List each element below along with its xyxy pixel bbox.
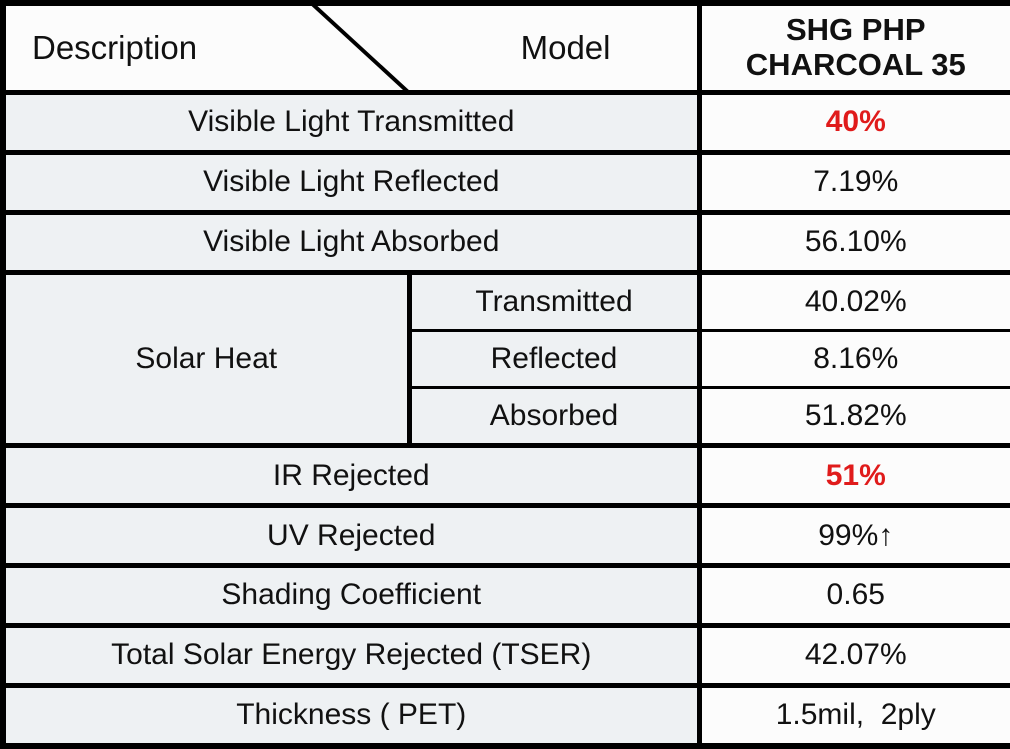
table-row: Thickness ( PET) 1.5mil, 2ply xyxy=(0,682,1010,749)
row-value-ir-rejected: 51% xyxy=(696,443,1010,509)
row-label-thickness: Thickness ( PET) xyxy=(0,682,702,749)
row-value-visible-light-reflected: 7.19% xyxy=(696,149,1010,215)
table-row-solar-heat-transmitted: Solar Heat Transmitted 40.02% xyxy=(0,269,1010,449)
row-value-tser: 42.07% xyxy=(696,622,1010,688)
diagonal-divider-line xyxy=(313,7,407,88)
row-label-visible-light-absorbed: Visible Light Absorbed xyxy=(0,209,702,275)
row-value-visible-light-transmitted: 40% xyxy=(696,90,1010,155)
table-row: Shading Coefficient 0.65 xyxy=(0,562,1010,628)
header-description-label: Description xyxy=(32,29,198,66)
row-value-shading-coefficient: 0.65 xyxy=(696,562,1010,628)
model-name: SHG PHP CHARCOAL 35 xyxy=(745,12,966,82)
header-description-model-cell: Description Model xyxy=(0,0,702,95)
table-row: Total Solar Energy Rejected (TSER) 42.07… xyxy=(0,622,1010,688)
table-row: Visible Light Transmitted 40% xyxy=(0,90,1010,155)
row-label-visible-light-transmitted: Visible Light Transmitted xyxy=(0,90,702,155)
row-value-thickness: 1.5mil, 2ply xyxy=(696,682,1010,749)
row-label-uv-rejected: UV Rejected xyxy=(0,503,702,568)
row-label-tser: Total Solar Energy Rejected (TSER) xyxy=(0,622,702,688)
table-row: Visible Light Absorbed 56.10% xyxy=(0,209,1010,275)
row-value-solar-heat-reflected: 8.16% xyxy=(696,329,1010,389)
row-value-solar-heat-transmitted: 40.02% xyxy=(696,269,1010,333)
row-label-visible-light-reflected: Visible Light Reflected xyxy=(0,149,702,215)
row-value-uv-rejected: 99%↑ xyxy=(696,503,1010,568)
table-row: Visible Light Reflected 7.19% xyxy=(0,149,1010,215)
row-label-shading-coefficient: Shading Coefficient xyxy=(0,562,702,628)
row-label-solar-heat-reflected: Reflected xyxy=(406,329,702,389)
row-label-solar-heat-transmitted: Transmitted xyxy=(406,269,702,333)
row-label-ir-rejected: IR Rejected xyxy=(0,443,702,509)
table-row-solar-heat-reflected: Reflected 8.16% xyxy=(3,329,1010,389)
solar-heat-group-label: Solar Heat xyxy=(0,269,412,449)
table-row: IR Rejected 51% xyxy=(0,443,1010,509)
header-model-label: Model xyxy=(520,29,611,66)
model-name-cell: SHG PHP CHARCOAL 35 xyxy=(696,0,1010,95)
table-row-solar-heat-absorbed: Absorbed 51.82% xyxy=(3,385,1010,449)
table-row: UV Rejected 99%↑ xyxy=(0,503,1010,568)
header-row: Description Model SHG PHP CHARCOAL 35 xyxy=(0,0,1010,95)
row-label-solar-heat-absorbed: Absorbed xyxy=(406,385,702,449)
row-value-visible-light-absorbed: 56.10% xyxy=(696,209,1010,275)
row-value-solar-heat-absorbed: 51.82% xyxy=(696,385,1010,449)
